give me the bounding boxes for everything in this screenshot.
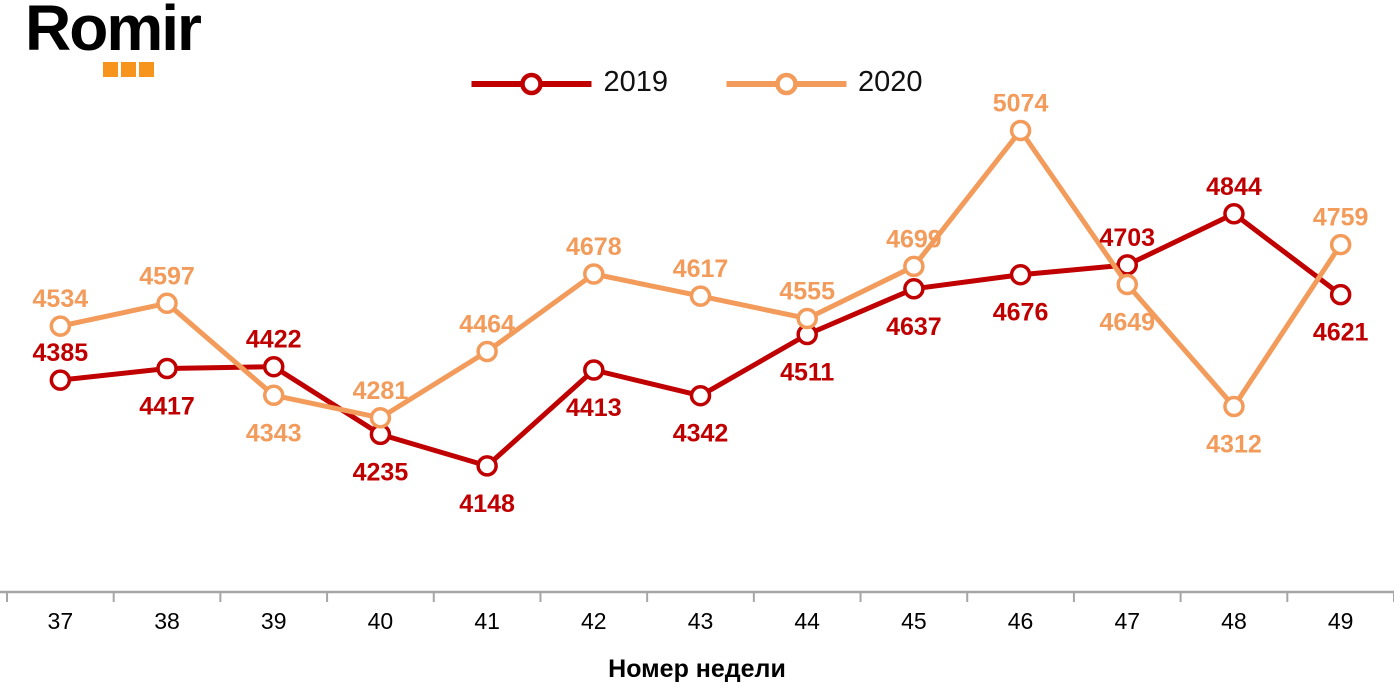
- chart-legend: 2019 2020: [471, 68, 923, 99]
- logo-dot: [139, 62, 154, 77]
- series-2019-point[interactable]: [49, 369, 72, 391]
- series-2019-point[interactable]: [1009, 263, 1032, 286]
- series-2019-point[interactable]: [156, 357, 178, 380]
- series-2020-point[interactable]: [583, 263, 605, 285]
- x-axis-tick-label: 47: [1114, 608, 1140, 634]
- data-label-2019: 4235: [353, 458, 409, 486]
- romir-logo-text: Romir: [25, 0, 202, 64]
- series-2020-point[interactable]: [903, 255, 925, 278]
- data-label-2020: 4464: [459, 311, 515, 339]
- series-2019-point[interactable]: [476, 455, 498, 477]
- data-label-2020: 4281: [353, 377, 409, 405]
- series-2019-point[interactable]: [689, 384, 712, 407]
- x-axis-tick-label: 45: [901, 608, 927, 634]
- data-label-2020: 4699: [886, 225, 942, 253]
- series-2020-point[interactable]: [156, 292, 178, 315]
- legend-label-2019: 2019: [603, 66, 668, 98]
- data-label-2019: 4703: [1099, 224, 1155, 252]
- series-2019-point[interactable]: [583, 359, 605, 381]
- x-axis-tick-label: 38: [154, 608, 180, 634]
- series-2020-point[interactable]: [1329, 233, 1352, 256]
- series-2020-point[interactable]: [476, 340, 498, 363]
- romir-logo-dots: [103, 62, 154, 77]
- data-label-2019: 4511: [780, 359, 834, 387]
- data-label-2020: 4649: [1099, 309, 1155, 337]
- data-label-2019: 4844: [1206, 173, 1262, 201]
- x-axis-tick-label: 39: [261, 608, 287, 634]
- series-2019-point[interactable]: [1223, 203, 1245, 225]
- series-2020-point[interactable]: [262, 384, 285, 407]
- data-label-2019: 4422: [246, 326, 302, 354]
- data-label-2020: 4534: [33, 285, 89, 313]
- data-label-2019: 4621: [1313, 319, 1369, 347]
- series-2019-point[interactable]: [903, 278, 925, 300]
- data-label-2019: 4413: [566, 394, 622, 422]
- data-label-2019: 4342: [673, 420, 729, 448]
- x-axis-tick-label: 46: [1008, 608, 1034, 634]
- romir-logo: Romir: [0, 0, 260, 90]
- series-2020-point[interactable]: [1116, 273, 1139, 296]
- x-axis-title: Номер недели: [608, 655, 786, 683]
- data-label-2020: 4678: [566, 233, 622, 261]
- series-2020-point[interactable]: [369, 407, 392, 429]
- data-label-2019: 4385: [33, 339, 89, 367]
- x-axis-tick-label: 49: [1328, 608, 1354, 634]
- series-2020-point[interactable]: [796, 307, 818, 330]
- legend-swatch-2019-icon: [471, 71, 592, 97]
- series-2020-point[interactable]: [689, 285, 712, 307]
- series-2020-point[interactable]: [49, 315, 72, 337]
- legend-swatch-2020-icon: [726, 71, 846, 97]
- logo-dot: [103, 62, 118, 77]
- x-axis-tick-label: 41: [474, 608, 500, 634]
- x-axis-tick-label: 43: [688, 608, 714, 634]
- legend-item-2020[interactable]: 2020: [726, 68, 923, 99]
- data-label-2019: 4148: [459, 490, 515, 518]
- x-axis-tick-label: 42: [581, 608, 607, 634]
- x-axis-tick-label: 37: [48, 608, 74, 634]
- x-axis-tick-label: 40: [368, 608, 394, 634]
- data-label-2020: 4597: [139, 262, 195, 290]
- data-label-2020: 5074: [993, 90, 1049, 118]
- x-axis-tick-label: 48: [1221, 608, 1247, 634]
- data-label-2020: 4312: [1206, 431, 1262, 459]
- series-2020-point[interactable]: [1223, 395, 1245, 418]
- series-2019-point[interactable]: [262, 355, 285, 378]
- data-label-2019: 4417: [139, 393, 195, 421]
- legend-label-2020: 2020: [858, 66, 923, 98]
- data-label-2019: 4676: [993, 299, 1049, 327]
- data-label-2019: 4637: [886, 313, 942, 341]
- series-2019-point[interactable]: [1329, 283, 1352, 306]
- series-2020-point[interactable]: [1009, 119, 1032, 142]
- data-label-2020: 4343: [246, 419, 302, 447]
- data-label-2020: 4617: [673, 255, 729, 283]
- x-axis-tick-label: 44: [794, 608, 820, 634]
- data-label-2020: 4555: [779, 278, 835, 306]
- legend-item-2019[interactable]: 2019: [471, 68, 668, 99]
- logo-dot: [121, 62, 136, 77]
- data-label-2020: 4759: [1313, 204, 1369, 232]
